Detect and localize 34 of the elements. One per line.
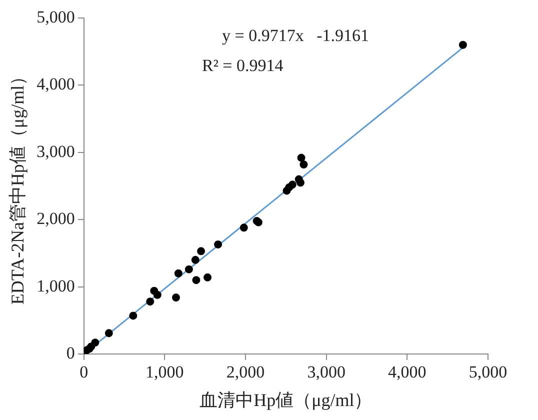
annotation: y = 0.9717x -1.9161 [222, 26, 369, 46]
y-tick-label: 1,000 [36, 276, 75, 296]
point [197, 247, 206, 256]
x-axis-title: 血清中Hp値（μg/ml） [200, 390, 372, 410]
x-tick-label: 4,000 [388, 362, 426, 382]
point [204, 273, 212, 282]
x-tick-label: 1,000 [146, 362, 184, 382]
point [285, 183, 294, 192]
point [240, 224, 248, 232]
y-tick-label: 3,000 [36, 142, 75, 161]
point [104, 329, 113, 338]
point [214, 240, 222, 248]
point [297, 154, 306, 162]
point [150, 286, 158, 295]
x-tick-label: 3,000 [307, 362, 346, 382]
x-tick-label: 0 [80, 362, 88, 382]
x-tick-label: 5,000 [468, 362, 508, 382]
point [191, 256, 200, 264]
y-tick-label: 0 [66, 343, 75, 362]
point [300, 160, 308, 168]
annotation: R² = 0.9914 [202, 56, 284, 76]
point [146, 298, 154, 306]
y-tick-label: 2,000 [36, 209, 75, 228]
point [172, 294, 180, 302]
point [129, 312, 138, 320]
y-tick-label: 5,000 [36, 7, 75, 26]
x-tick-label: 2,000 [226, 362, 265, 382]
y-tick-label: 4,000 [36, 74, 75, 94]
point [184, 265, 193, 274]
point [174, 269, 182, 278]
point [192, 276, 200, 284]
point [458, 40, 467, 49]
y-axis-title: EDTA-2Na管中Hp値（μg/ml） [8, 67, 28, 305]
point [294, 175, 303, 184]
